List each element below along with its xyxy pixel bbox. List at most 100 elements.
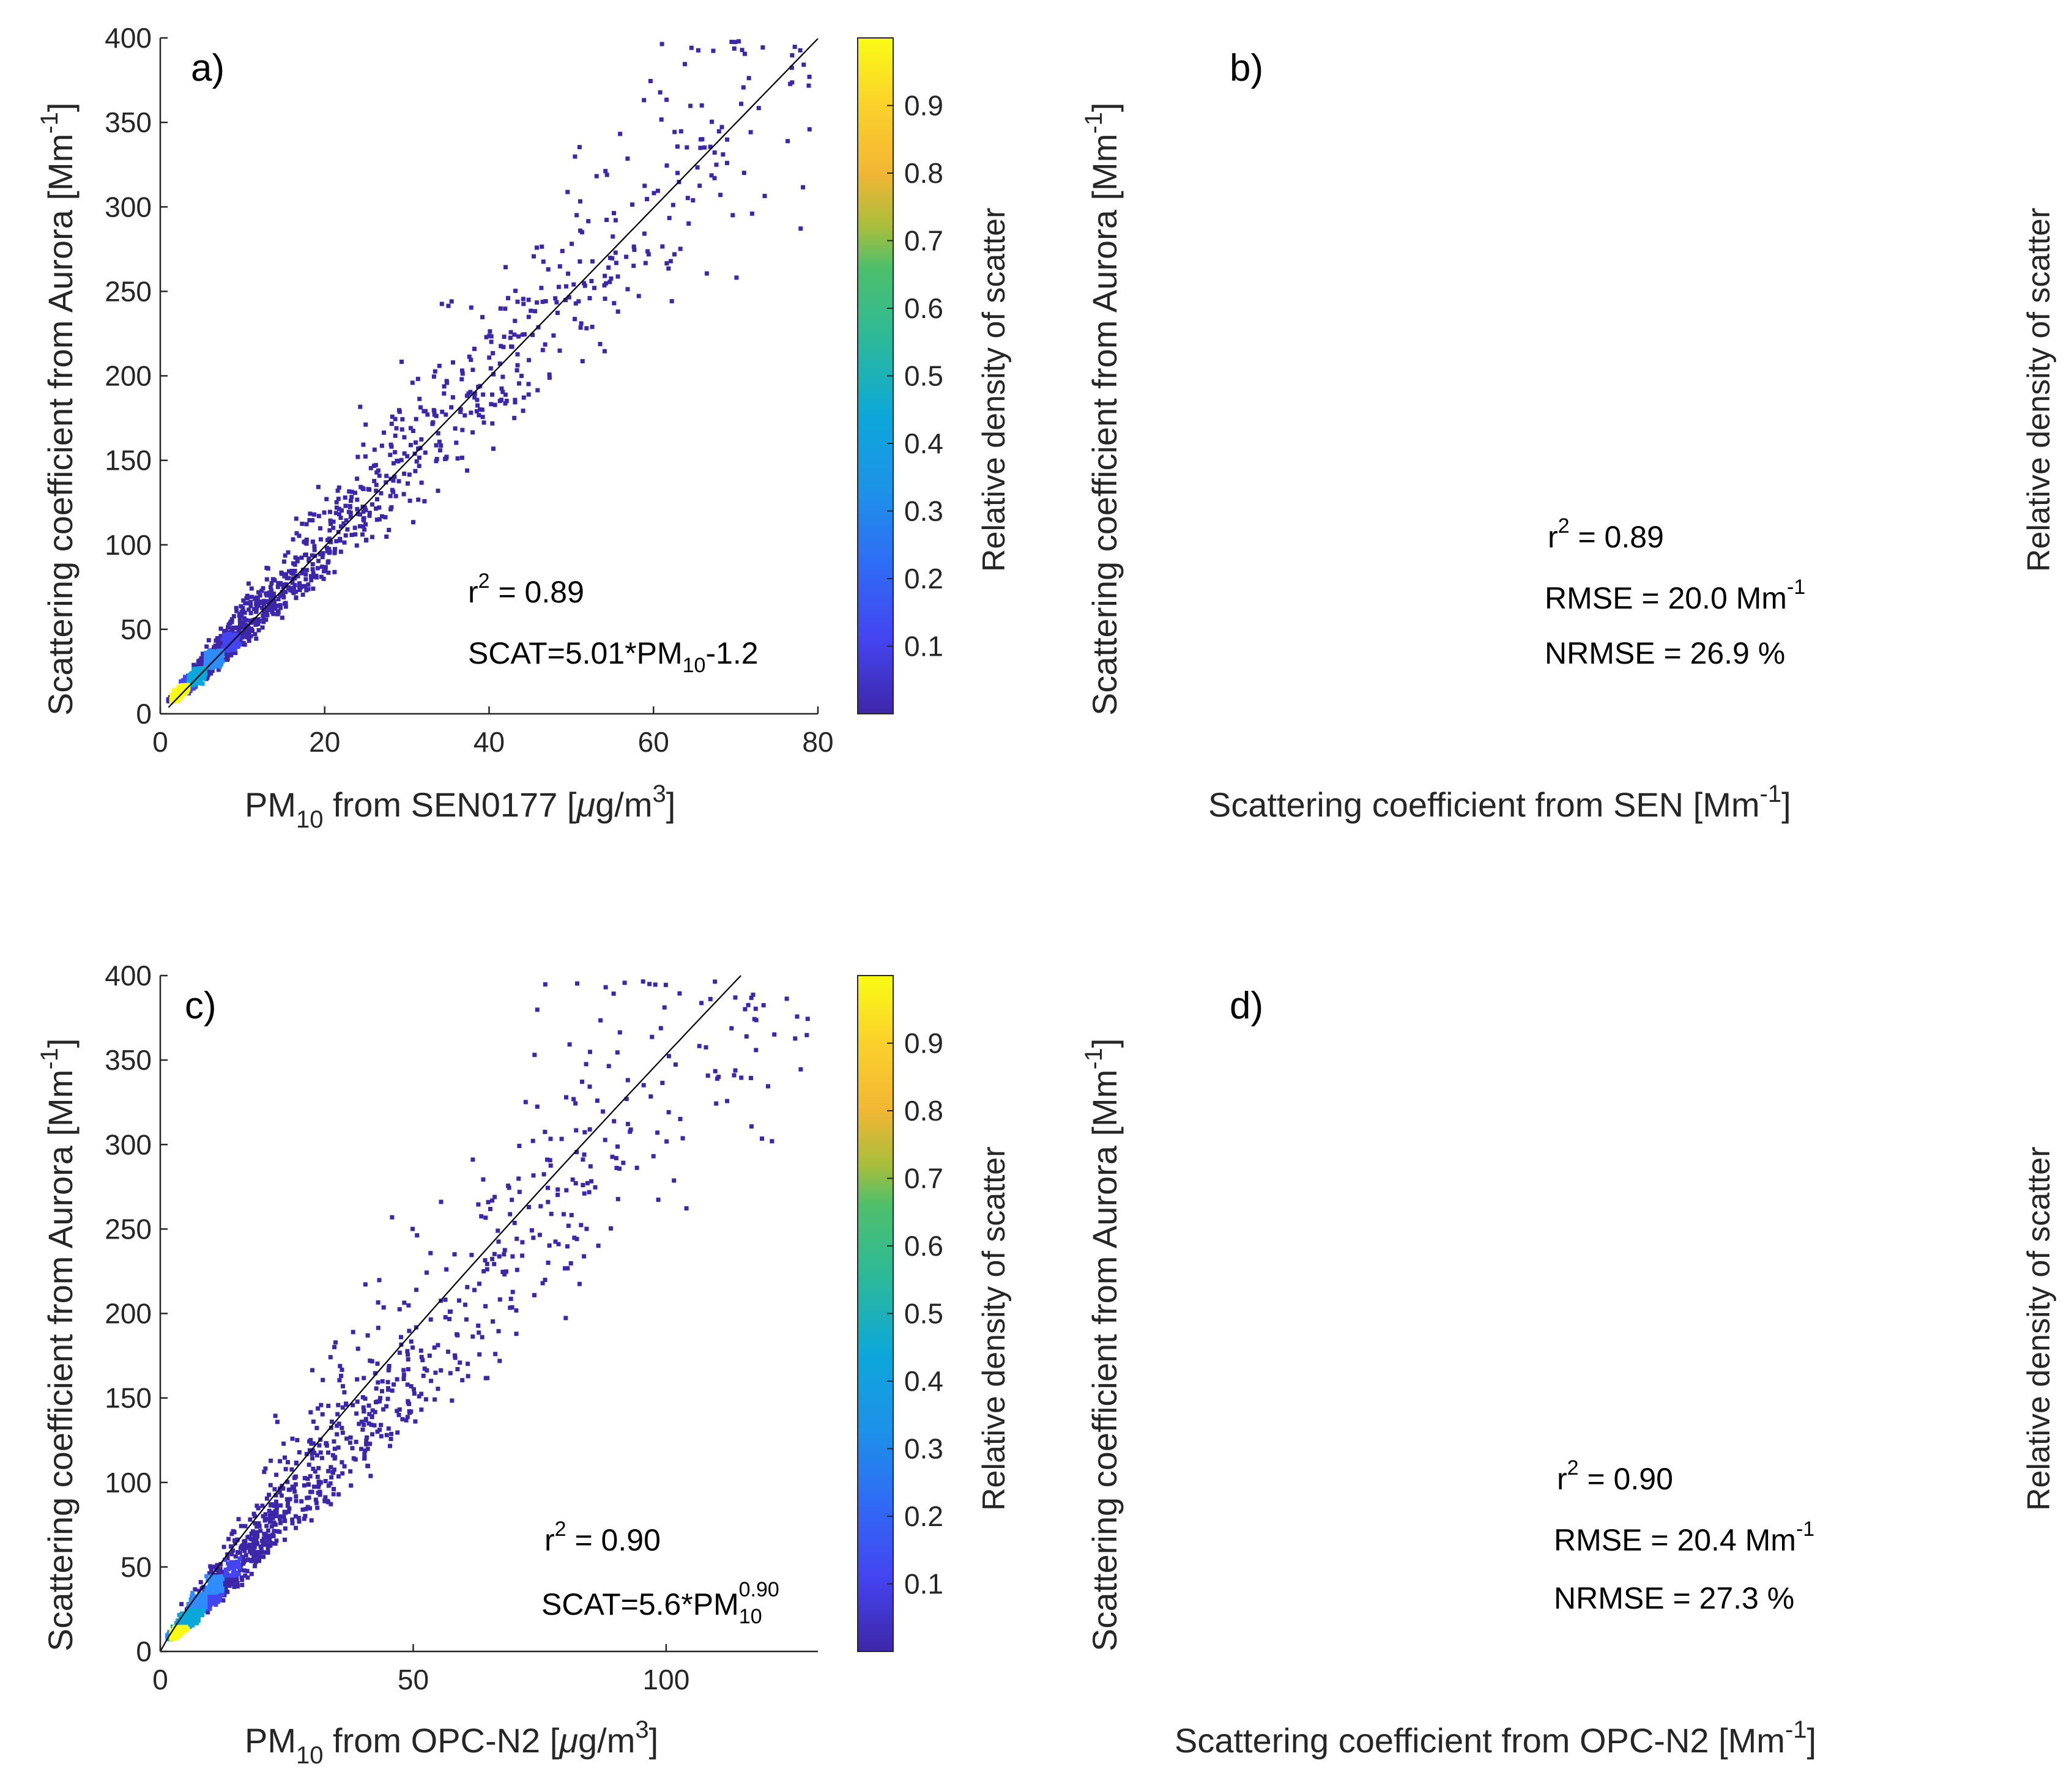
scatter-point [425,1368,429,1373]
scatter-point [355,506,360,511]
scatter-point [576,299,581,304]
scatter-point [228,632,232,637]
scatter-point [179,1602,184,1607]
scatter-point [414,1288,418,1292]
scatter-point [354,1411,359,1416]
scatter-point [444,379,449,384]
scatter-point [257,1558,262,1563]
scatter-point [240,1577,245,1582]
scatter-point [648,1094,653,1099]
scatter-point [465,1284,470,1289]
scatter-point [316,1406,321,1411]
scatter-point [239,1544,244,1549]
scatter-point [535,1104,540,1109]
scatter-point [401,1373,406,1377]
scatter-point [249,1532,254,1536]
scatter-point [260,1538,264,1543]
scatter-point [645,249,650,254]
scatter-point [283,553,288,558]
scatter-point [225,1556,230,1561]
scatter-point [349,1483,354,1488]
scatter-point [655,1130,660,1135]
scatter-point [798,226,803,231]
scatter-point [754,1048,759,1053]
scatter-point [337,1378,342,1383]
scatter-point [327,550,332,555]
scatter-point [573,317,577,322]
scatter-point [229,642,234,647]
scatter-point [332,1344,337,1349]
scatter-point [245,1569,250,1574]
scatter-point [310,1451,314,1456]
scatter-point [331,1470,335,1475]
scatter-point [455,1332,459,1336]
scatter-point [712,150,717,155]
scatter-point [331,519,336,524]
scatter-point [309,1518,314,1523]
scatter-point [197,670,202,675]
scatter-point [508,1297,513,1302]
scatter-point [770,1139,774,1144]
scatter-point [587,1127,592,1132]
scatter-point [472,395,477,400]
scatter-point [324,497,329,502]
scatter-point [323,565,328,569]
scatter-point [344,1436,349,1441]
scatter-point [485,1267,489,1272]
scatter-point [267,1508,272,1513]
scatter-point [236,1550,240,1555]
scatter-point [336,1421,341,1426]
scatter-point [543,299,548,303]
scatter-point [609,276,614,281]
scatter-point [253,1521,258,1525]
y-tick-label: 250 [105,275,152,307]
scatter-point [499,344,503,349]
scatter-point [384,480,388,485]
scatter-point [442,391,447,396]
scatter-point [248,599,253,604]
scatter-point [795,1014,800,1019]
scatter-point [243,623,248,628]
scatter-point [564,284,568,289]
scatter-point [514,1267,519,1272]
scatter-point [500,374,505,379]
scatter-point [362,1423,366,1427]
scatter-point [278,593,283,598]
scatter-point [271,1533,276,1538]
scatter-point [364,1442,368,1447]
scatter-point [598,1018,603,1023]
scatter-point [265,606,269,610]
scatter-point [397,1407,402,1412]
scatter-point [314,575,319,580]
scatter-point [237,1551,242,1555]
scatter-point [215,1563,220,1568]
scatter-point [425,412,430,417]
fit-line-a [168,38,819,708]
scatter-point [364,1438,369,1443]
scatter-point [203,672,208,676]
scatter-point [256,628,261,632]
scatter-point [231,1565,236,1570]
scatter-point [273,606,278,611]
scatter-point [587,1190,592,1195]
scatter-point [206,638,211,643]
scatter-point [210,1598,215,1603]
scatter-point [360,1395,365,1399]
scatter-point [697,1043,702,1048]
scatter-point [348,514,353,519]
scatter-point [337,512,341,517]
scatter-point [510,1198,514,1202]
scatter-point [306,1482,311,1487]
scatter-point [798,1067,803,1072]
scatter-point [284,1497,289,1502]
scatter-point [563,298,568,303]
scatter-point [370,1408,375,1413]
scatter-point [218,656,223,661]
scatter-point [560,248,565,253]
scatter-point [268,585,273,590]
scatter-point [283,601,288,606]
scatter-point [581,1183,585,1187]
scatter-point [208,657,213,661]
scatter-point [487,355,492,360]
scatter-point [283,1537,287,1542]
